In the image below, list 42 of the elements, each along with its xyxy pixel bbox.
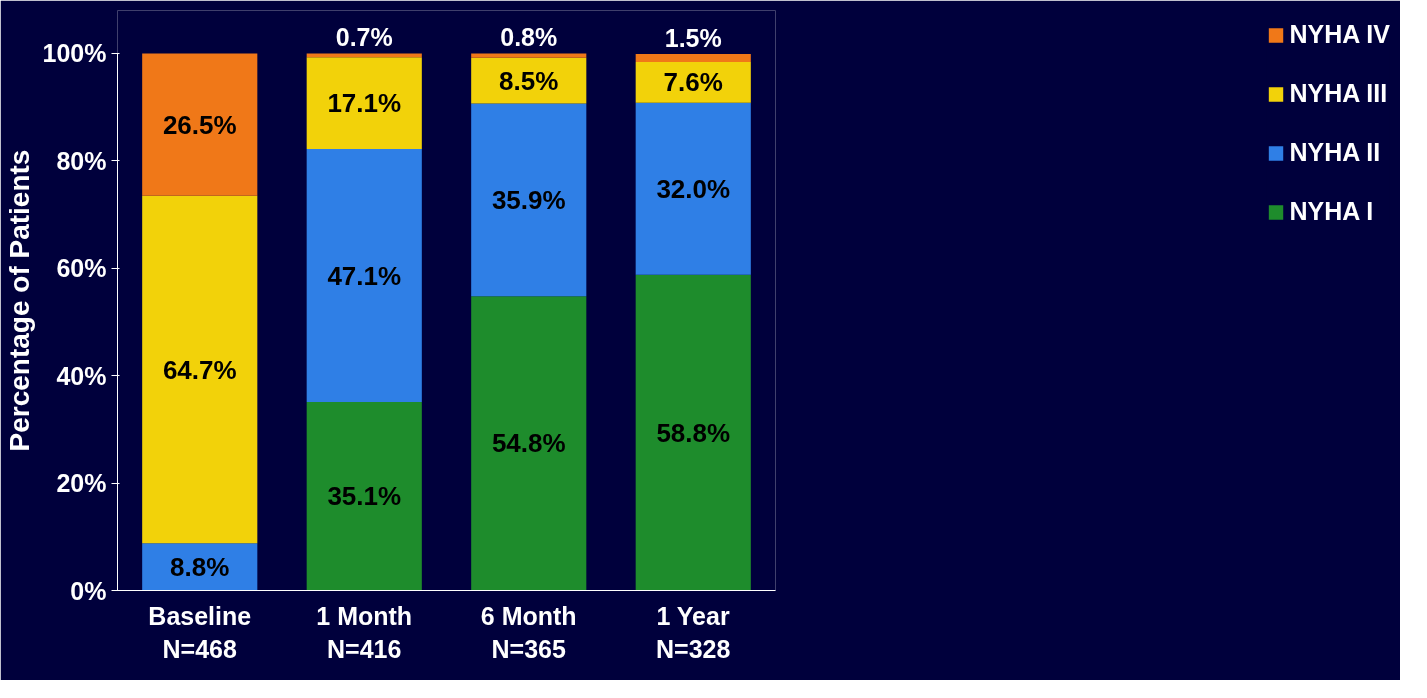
y-tick-label: 0% xyxy=(70,576,107,605)
data-label: 7.6% xyxy=(663,67,723,98)
data-label: 32.0% xyxy=(656,173,731,204)
x-tick-label: 1 Month N=416 xyxy=(316,601,413,664)
data-label: 8.5% xyxy=(499,65,559,96)
legend-label: NYHA IV xyxy=(1289,20,1390,49)
data-label: 64.7% xyxy=(162,354,237,385)
data-label: 17.1% xyxy=(327,88,402,119)
x-tick-label: Baseline N=468 xyxy=(148,601,252,664)
bar xyxy=(306,57,422,150)
data-label: 0.7% xyxy=(335,23,393,52)
data-label: 26.5% xyxy=(162,109,237,140)
legend-label: NYHA I xyxy=(1289,197,1374,226)
y-tick-label: 40% xyxy=(56,361,107,390)
bar xyxy=(142,53,258,196)
data-label: 0.8% xyxy=(500,23,558,52)
legend-label: NYHA III xyxy=(1289,79,1388,108)
x-tick-label: 1 Year N=328 xyxy=(656,601,731,664)
y-tick-label: 60% xyxy=(56,254,107,283)
bar xyxy=(306,53,422,58)
bar xyxy=(471,103,587,297)
data-label: 47.1% xyxy=(327,260,402,291)
data-label: 58.8% xyxy=(656,417,731,448)
bar xyxy=(635,274,751,591)
bar xyxy=(306,402,422,591)
bar xyxy=(306,149,422,402)
bar xyxy=(635,102,751,275)
x-tick-label: 6 Month N=365 xyxy=(480,601,577,664)
data-label: 54.8% xyxy=(491,428,566,459)
data-label: 35.9% xyxy=(491,184,566,215)
legend-label: NYHA II xyxy=(1289,138,1381,167)
data-label: 35.1% xyxy=(327,481,402,512)
bar xyxy=(471,296,587,591)
y-tick-label: 100% xyxy=(42,39,107,68)
bar xyxy=(142,195,258,544)
data-label: 1.5% xyxy=(664,24,722,52)
y-axis-title: Percentage of Patients xyxy=(3,149,35,452)
data-label: 8.8% xyxy=(170,551,230,582)
y-tick-label: 80% xyxy=(56,146,107,175)
bar xyxy=(471,53,587,58)
bar xyxy=(635,54,751,63)
y-tick-label: 20% xyxy=(56,469,107,498)
